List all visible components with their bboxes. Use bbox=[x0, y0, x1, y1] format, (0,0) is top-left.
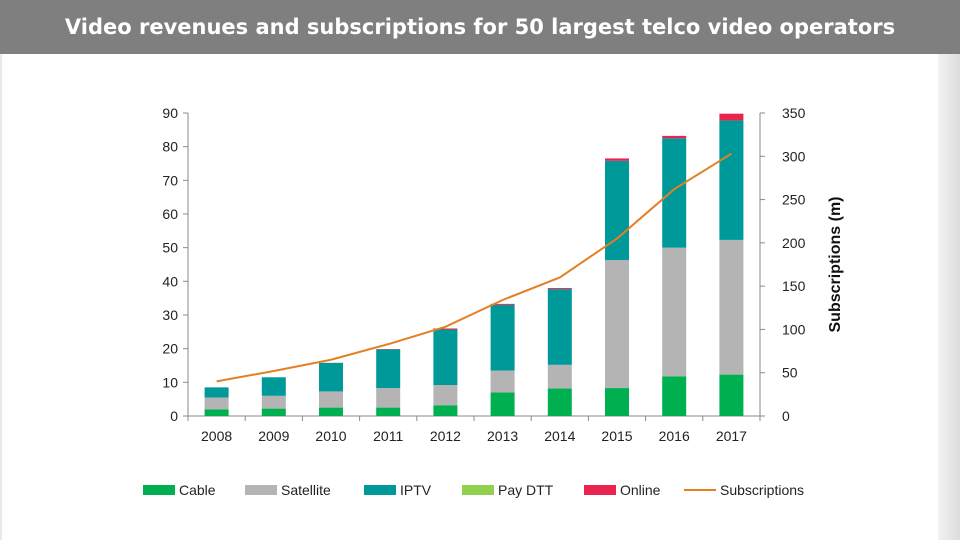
bar-satellite bbox=[719, 239, 744, 375]
bar-satellite bbox=[605, 260, 629, 389]
y-tick-label-left: 50 bbox=[162, 240, 178, 256]
bar-cable bbox=[204, 409, 229, 416]
bar-cable bbox=[662, 376, 687, 416]
y-tick-label-left: 0 bbox=[170, 408, 178, 424]
bar-online bbox=[433, 328, 458, 330]
legend-label-online: Online bbox=[620, 482, 661, 498]
bar-cable bbox=[719, 374, 744, 416]
bar-online bbox=[662, 135, 687, 139]
bar-satellite bbox=[319, 391, 343, 408]
legend-swatch-cable bbox=[143, 485, 175, 495]
bar-iptv bbox=[204, 387, 229, 398]
bar-satellite bbox=[261, 395, 286, 409]
y-tick-label-left: 90 bbox=[162, 105, 178, 121]
bar-cable bbox=[605, 388, 629, 416]
bar-online bbox=[547, 288, 572, 290]
y-tick-label-right: 350 bbox=[782, 105, 806, 121]
bar-cable bbox=[433, 405, 458, 416]
legend-label-pay-dtt: Pay DTT bbox=[498, 482, 554, 498]
y-tick-label-left: 20 bbox=[162, 341, 178, 357]
bar-satellite bbox=[547, 364, 572, 389]
y-tick-label-right: 0 bbox=[782, 408, 790, 424]
bar-satellite bbox=[490, 370, 515, 393]
bar-iptv bbox=[433, 329, 458, 386]
bar-satellite bbox=[662, 247, 687, 377]
bar-cable bbox=[319, 407, 343, 416]
bar-satellite bbox=[433, 385, 458, 406]
chart-title: Video revenues and subscriptions for 50 … bbox=[64, 15, 896, 39]
y-tick-label-right: 250 bbox=[782, 192, 806, 208]
y-tick-label-left: 80 bbox=[162, 139, 178, 155]
legend-label-satellite: Satellite bbox=[281, 482, 331, 498]
bar-iptv bbox=[261, 377, 286, 396]
bar-online bbox=[605, 158, 629, 161]
x-tick-label: 2016 bbox=[659, 428, 690, 444]
bar-cable bbox=[490, 392, 515, 416]
y2-axis-label: Subscriptions (m) bbox=[827, 196, 844, 332]
x-tick-label: 2013 bbox=[487, 428, 518, 444]
legend-swatch-satellite bbox=[245, 485, 277, 495]
legend-swatch-online bbox=[584, 485, 616, 495]
bar-online bbox=[490, 303, 515, 305]
x-tick-label: 2008 bbox=[201, 428, 232, 444]
bar-satellite bbox=[376, 388, 401, 408]
bar-iptv bbox=[319, 362, 343, 392]
bar-cable bbox=[376, 407, 401, 416]
legend-label-subscriptions: Subscriptions bbox=[720, 482, 804, 498]
legend-swatch-pay-dtt bbox=[462, 485, 494, 495]
legend-label-cable: Cable bbox=[179, 482, 216, 498]
x-tick-label: 2010 bbox=[315, 428, 346, 444]
x-tick-label: 2009 bbox=[258, 428, 289, 444]
y-tick-label-left: 70 bbox=[162, 172, 178, 188]
bar-iptv bbox=[662, 138, 687, 248]
bar-iptv bbox=[547, 289, 572, 365]
bar-iptv bbox=[719, 120, 744, 240]
subscriptions-line bbox=[216, 152, 732, 383]
x-tick-label: 2015 bbox=[601, 428, 632, 444]
title-bar: Video revenues and subscriptions for 50 … bbox=[0, 0, 960, 54]
y-tick-label-left: 60 bbox=[162, 206, 178, 222]
bar-iptv bbox=[490, 304, 515, 371]
y-tick-label-right: 300 bbox=[782, 148, 806, 164]
background-strip bbox=[938, 54, 960, 540]
bar-satellite bbox=[204, 397, 229, 410]
y-tick-label-right: 100 bbox=[782, 321, 806, 337]
legend-label-iptv: IPTV bbox=[400, 482, 432, 498]
y-tick-label-left: 40 bbox=[162, 273, 178, 289]
bar-online bbox=[719, 113, 744, 121]
legend-swatch-iptv bbox=[364, 485, 396, 495]
y-tick-label-right: 200 bbox=[782, 235, 806, 251]
bar-iptv bbox=[376, 349, 401, 389]
x-tick-label: 2017 bbox=[716, 428, 747, 444]
x-tick-label: 2011 bbox=[373, 428, 403, 444]
y-tick-label-right: 50 bbox=[782, 365, 798, 381]
bar-cable bbox=[547, 388, 572, 416]
x-tick-label: 2012 bbox=[430, 428, 461, 444]
bar-cable bbox=[261, 408, 286, 416]
x-tick-label: 2014 bbox=[544, 428, 575, 444]
y-tick-label-right: 150 bbox=[782, 278, 806, 294]
chart-panel bbox=[2, 54, 938, 540]
y-tick-label-left: 30 bbox=[162, 307, 178, 323]
y-tick-label-left: 10 bbox=[162, 374, 178, 390]
